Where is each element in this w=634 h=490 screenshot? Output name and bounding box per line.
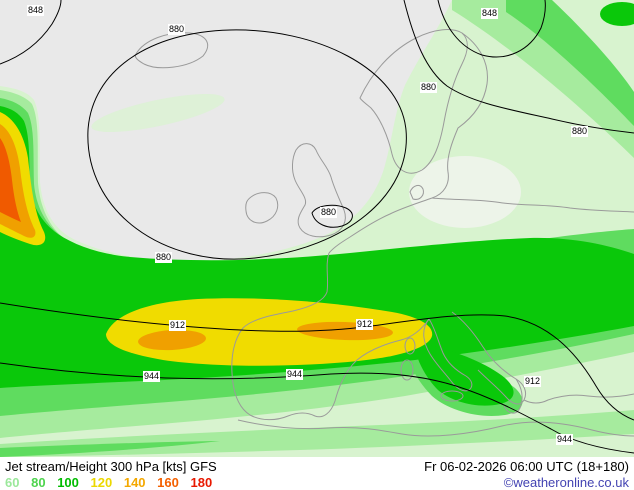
contour-label-944: 944 <box>556 434 574 445</box>
contour-label-944: 944 <box>286 369 304 380</box>
contour-label-880: 880 <box>571 126 589 137</box>
ne-band-60 <box>452 0 634 158</box>
yellow-core-mediterranean <box>106 298 433 366</box>
orange-core-med-west <box>138 329 206 351</box>
biscay-iberia-coast <box>231 252 430 421</box>
contour-label-880: 880 <box>155 252 173 263</box>
legend-value-100: 100 <box>57 474 79 490</box>
contour-880-small-loop <box>311 204 353 228</box>
scandinavia-coast <box>359 29 468 174</box>
contour-944 <box>0 362 634 454</box>
footer-legend-row: 60 80 100 120 140 160 180 ©weatheronline… <box>0 474 634 490</box>
nw-continent-coast <box>328 197 433 254</box>
contour-label-848: 848 <box>481 8 499 19</box>
height-contours <box>0 0 634 454</box>
footer-title-row: Jet stream/Height 300 hPa [kts] GFS Fr 0… <box>0 458 634 474</box>
denmark-coast <box>409 184 424 200</box>
legend-value-80: 80 <box>31 474 46 490</box>
baltic-coast <box>431 32 488 199</box>
copyright-text: ©weatheronline.co.uk <box>503 474 629 490</box>
greece-coast <box>503 378 634 414</box>
legend-value-120: 120 <box>90 474 113 490</box>
legend-value-60: 60 <box>5 474 20 490</box>
contour-label-912: 912 <box>169 320 187 331</box>
contour-880-loop <box>87 29 407 260</box>
ne-corner-100 <box>600 2 634 26</box>
contour-880-right <box>403 0 634 134</box>
product-title: Jet stream/Height 300 hPa [kts] GFS <box>5 458 217 474</box>
coastlines <box>134 29 634 437</box>
north-europe-coast <box>431 197 634 213</box>
ireland-coast <box>245 192 279 224</box>
weather-map-svg <box>0 0 634 457</box>
contour-label-848: 848 <box>27 5 45 16</box>
run-datetime: Fr 06-02-2026 06:00 UTC (18+180) <box>424 458 629 474</box>
legend-value-180: 180 <box>190 474 213 490</box>
wind-speed-shading <box>0 0 634 457</box>
contour-label-880: 880 <box>168 24 186 35</box>
contour-label-912: 912 <box>356 319 374 330</box>
footer-bar: Jet stream/Height 300 hPa [kts] GFS Fr 0… <box>0 457 634 490</box>
contour-848-topleft <box>0 0 62 65</box>
bottom-band-80 <box>0 441 220 457</box>
sicily-coast <box>440 390 464 402</box>
ne-band-80 <box>506 0 634 126</box>
contour-912 <box>0 302 634 421</box>
contour-label-880: 880 <box>420 82 438 93</box>
north-africa-coast <box>237 419 634 437</box>
contour-848-topright <box>437 0 546 58</box>
legend-value-160: 160 <box>157 474 179 490</box>
pale-streak-in-calm <box>91 93 225 133</box>
pale-gap-right <box>409 156 521 228</box>
legend-value-140: 140 <box>123 474 146 490</box>
calm-gray-region <box>0 0 452 262</box>
corsica-coast <box>404 337 416 355</box>
contour-label-880: 880 <box>320 207 338 218</box>
balkan-coast <box>451 311 527 405</box>
britain-coast <box>292 143 346 238</box>
contour-label-944: 944 <box>143 371 161 382</box>
red-core-left-edge <box>0 138 21 222</box>
map-area: 848 880 848 880 880 880 880 912 912 912 … <box>0 0 634 457</box>
sardinia-coast <box>400 359 414 381</box>
contour-label-912: 912 <box>524 376 542 387</box>
wind-speed-legend: 60 80 100 120 140 160 180 <box>5 475 220 490</box>
